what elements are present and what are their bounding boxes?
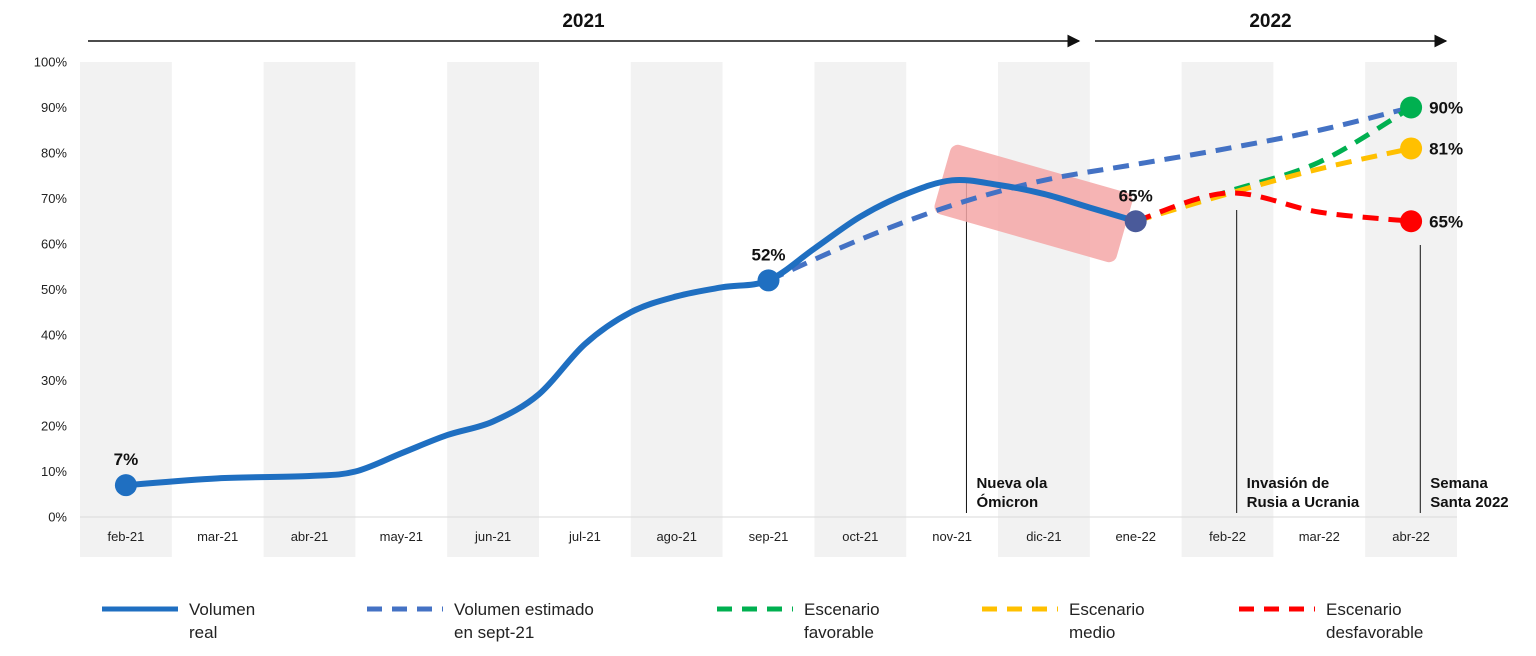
x-axis: feb-21 mar-21 abr-21 may-21 jun-21 jul-21 ago-… — [80, 516, 1457, 544]
data-point-marker — [114, 474, 137, 497]
x-tick-label: ene-22 — [1115, 529, 1155, 544]
data-label: 7% — [114, 450, 139, 469]
legend-label: en sept-21 — [454, 623, 534, 642]
x-tick-label: nov-21 — [932, 529, 972, 544]
series-line — [1134, 190, 1412, 224]
y-tick-label: 80% — [41, 146, 67, 161]
data-point-marker — [1124, 210, 1147, 233]
y-tick-label: 100% — [34, 55, 68, 70]
year-label: 2022 — [1249, 11, 1291, 32]
legend-label: favorable — [804, 623, 874, 642]
annotation-label: Santa 2022 — [1430, 494, 1508, 511]
series-lines — [125, 105, 1413, 489]
y-tick-label: 40% — [41, 328, 67, 343]
data-point-marker — [1400, 210, 1423, 233]
year-headers: 2021 2022 — [88, 11, 1448, 48]
x-tick-label: dic-21 — [1026, 529, 1061, 544]
y-tick-label: 20% — [41, 419, 67, 434]
highlight-rect — [934, 144, 1133, 263]
highlight-band — [934, 144, 1133, 263]
legend: Volumen real Volumen estimado en sept-21 Esc… — [102, 600, 1423, 642]
year-label: 2021 — [562, 11, 605, 32]
y-tick-label: 60% — [41, 237, 67, 252]
y-axis: 0% 10% 20% 30% 40% 50% 60% 70% 80% 90% 100% — [34, 55, 68, 525]
annotation-label: Invasión de — [1247, 475, 1330, 492]
annotation-label: Rusia a Ucrania — [1247, 494, 1360, 511]
column-bands — [80, 62, 1457, 557]
series-line — [125, 176, 1137, 489]
data-point-marker — [1400, 96, 1423, 119]
column-band — [998, 62, 1090, 557]
x-tick-label: oct-21 — [842, 529, 878, 544]
data-label: 81% — [1429, 139, 1463, 158]
legend-label: Volumen estimado — [454, 600, 594, 619]
annotation-label: Ómicron — [976, 493, 1038, 511]
x-tick-label: abr-22 — [1392, 529, 1430, 544]
column-band — [1181, 62, 1274, 557]
column-band — [263, 62, 356, 557]
y-tick-label: 90% — [41, 100, 67, 115]
y-tick-label: 50% — [41, 282, 67, 297]
legend-label: medio — [1069, 623, 1115, 642]
x-tick-label: ago-21 — [656, 529, 696, 544]
y-tick-label: 70% — [41, 191, 67, 206]
series-line — [1134, 146, 1412, 224]
x-tick-label: jul-21 — [568, 529, 601, 544]
column-band — [447, 62, 539, 557]
x-tick-label: abr-21 — [291, 529, 329, 544]
data-label: 90% — [1429, 99, 1463, 118]
x-tick-label: sep-21 — [749, 529, 789, 544]
y-tick-label: 10% — [41, 464, 67, 479]
annotation-label: Nueva ola — [976, 475, 1048, 492]
y-tick-label: 0% — [48, 510, 67, 525]
data-label: 65% — [1429, 212, 1463, 231]
x-tick-label: mar-22 — [1299, 529, 1340, 544]
y-tick-label: 30% — [41, 373, 67, 388]
legend-label: Escenario — [1326, 600, 1402, 619]
legend-label: desfavorable — [1326, 623, 1423, 642]
legend-label: Volumen — [189, 600, 255, 619]
legend-label: Escenario — [804, 600, 880, 619]
point-markers: 7% 52% 65% 90% 81% 65% — [114, 96, 1463, 497]
x-tick-label: may-21 — [380, 529, 423, 544]
legend-label: Escenario — [1069, 600, 1145, 619]
x-tick-label: mar-21 — [197, 529, 238, 544]
data-point-marker — [1400, 137, 1423, 160]
x-tick-label: feb-22 — [1209, 529, 1246, 544]
column-band — [630, 62, 723, 557]
legend-label: real — [189, 623, 217, 642]
data-label: 65% — [1119, 186, 1153, 205]
data-point-marker — [757, 269, 780, 292]
x-tick-label: jun-21 — [474, 529, 511, 544]
annotation-label: Semana — [1430, 475, 1488, 492]
data-label: 52% — [751, 245, 785, 264]
column-band — [814, 62, 907, 557]
x-tick-label: feb-21 — [107, 529, 144, 544]
